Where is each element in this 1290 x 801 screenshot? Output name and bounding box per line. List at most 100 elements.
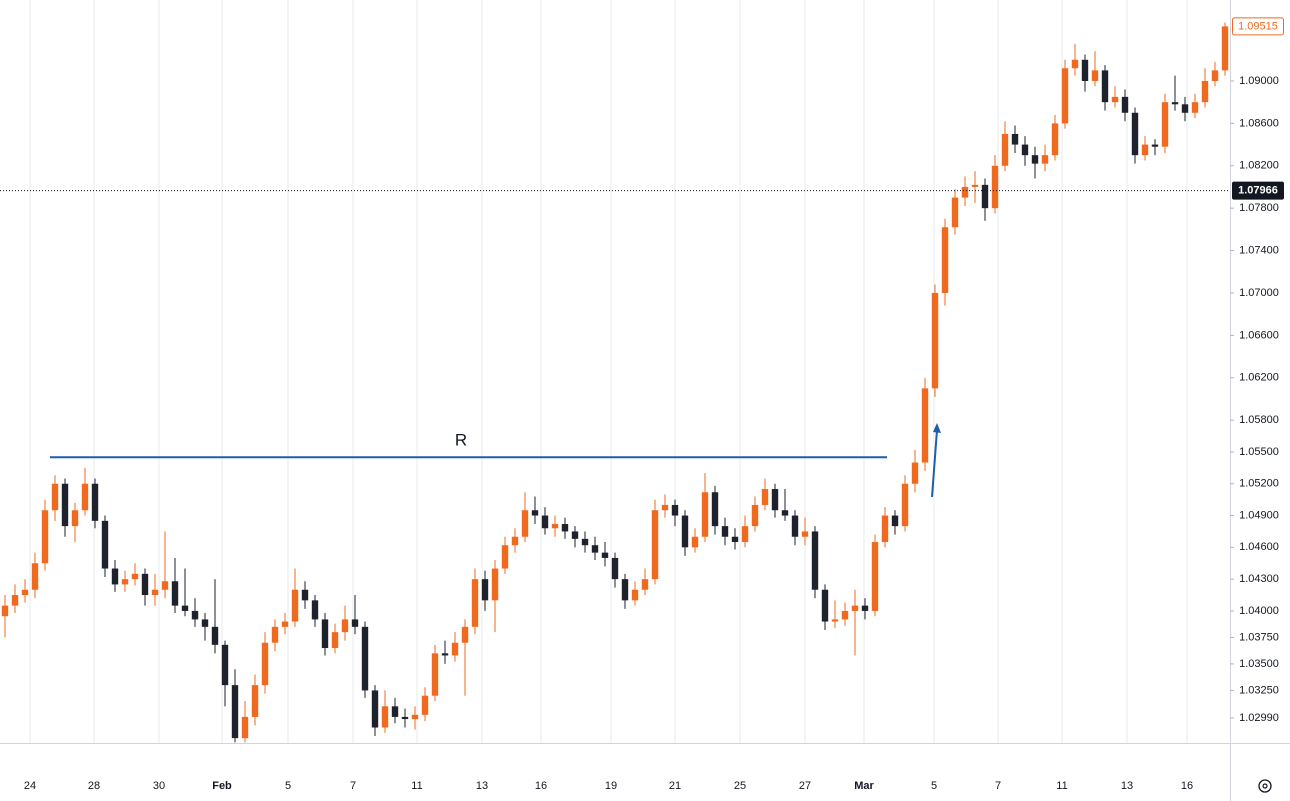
candle-body	[1121, 96, 1129, 113]
candle-body	[621, 579, 629, 601]
x-tick-label: 21	[669, 780, 681, 792]
x-tick-label: Feb	[212, 780, 232, 792]
candle-body	[571, 531, 579, 539]
y-tick-label: 1.04000	[1239, 605, 1279, 617]
x-tick-label: 13	[1121, 780, 1133, 792]
candle-body	[251, 685, 259, 717]
candle-body	[791, 515, 799, 537]
y-tick-label: 1.04900	[1239, 509, 1279, 521]
x-tick-label: 11	[1056, 780, 1067, 792]
gear-center[interactable]	[1262, 783, 1268, 789]
candle-body	[801, 531, 809, 537]
candle-body	[641, 579, 649, 590]
candle-body	[481, 579, 489, 601]
candle-body	[701, 492, 709, 537]
candle-body	[771, 489, 779, 511]
candle-body	[381, 706, 389, 728]
candle-body	[171, 581, 179, 606]
candle-body	[21, 589, 29, 596]
x-tick-label: 16	[535, 780, 547, 792]
candle-body	[661, 504, 669, 511]
candle-body	[311, 600, 319, 620]
candle-body	[1001, 133, 1009, 166]
candle-body	[591, 545, 599, 553]
candle-body	[721, 526, 729, 537]
candle-body	[731, 536, 739, 543]
settings-icon[interactable]	[1258, 779, 1272, 793]
candle-body	[891, 515, 899, 527]
candle-body	[1211, 70, 1219, 81]
x-tick-label: 28	[88, 780, 100, 792]
candle-body	[471, 579, 479, 627]
y-tick-label: 1.03500	[1239, 658, 1279, 670]
candle-body	[141, 573, 149, 596]
candle-body	[561, 524, 569, 532]
candle-body	[191, 610, 199, 620]
candle-body	[121, 579, 129, 585]
candle-body	[1081, 59, 1089, 81]
candle-body	[1221, 26, 1229, 71]
candle-body	[521, 510, 529, 537]
candle-body	[881, 515, 889, 543]
candle-body	[901, 483, 909, 527]
x-tick-label: 30	[153, 780, 165, 792]
x-tick-label: 7	[995, 780, 1001, 792]
gear[interactable]	[1258, 779, 1272, 793]
candle-body	[611, 557, 619, 580]
candle-body	[991, 165, 999, 209]
x-tick-label: 7	[350, 780, 356, 792]
candle-body	[211, 626, 219, 645]
candle-body	[41, 510, 49, 564]
candle-body	[1141, 144, 1149, 156]
candle-body	[871, 542, 879, 611]
last-price-label: 1.09515	[1238, 20, 1278, 32]
x-tick-label: 11	[411, 780, 422, 792]
candle-body	[1011, 133, 1019, 145]
candle-body	[241, 716, 249, 739]
candle-body	[851, 605, 859, 611]
candle-body	[951, 197, 959, 228]
candle-body	[1201, 80, 1209, 103]
candle-body	[1031, 155, 1039, 164]
candle-body	[971, 184, 979, 187]
candle-body	[231, 685, 239, 739]
candle-body	[1051, 123, 1059, 156]
x-tick-label: 24	[24, 780, 36, 792]
y-tick-label: 1.06600	[1239, 329, 1279, 341]
candle-body	[921, 388, 929, 463]
candle-body	[581, 538, 589, 546]
candle-body	[671, 504, 679, 516]
y-tick-label: 1.02990	[1239, 712, 1279, 724]
candle-body	[321, 619, 329, 649]
candle-body	[361, 626, 369, 691]
candle-body	[51, 483, 59, 511]
candle-body	[101, 520, 109, 569]
candle-body	[1041, 155, 1049, 164]
candle-body	[751, 504, 759, 527]
candle-body	[91, 483, 99, 521]
y-tick-label: 1.03250	[1239, 684, 1279, 696]
candle-body	[1101, 70, 1109, 103]
candle-body	[11, 595, 19, 606]
candle-body	[631, 589, 639, 601]
candle-body	[451, 642, 459, 656]
x-tick-label: 27	[799, 780, 811, 792]
candle-body	[1061, 68, 1069, 124]
y-tick-label: 1.07800	[1239, 202, 1279, 214]
candle-body	[601, 552, 609, 558]
crosshair-price-box	[1232, 181, 1284, 200]
candle-body	[1171, 102, 1179, 105]
candle-body	[411, 714, 419, 720]
candle-body	[1191, 102, 1199, 113]
candle-body	[441, 653, 449, 656]
candle-body	[691, 536, 699, 548]
y-tick-label: 1.04600	[1239, 541, 1279, 553]
y-tick-label: 1.06200	[1239, 372, 1279, 384]
candle-body	[1181, 104, 1189, 113]
candle-body	[461, 626, 469, 643]
x-tick-label: 25	[734, 780, 746, 792]
x-tick-label: 5	[931, 780, 937, 792]
candle-body	[281, 621, 289, 627]
y-tick-label: 1.05800	[1239, 414, 1279, 426]
